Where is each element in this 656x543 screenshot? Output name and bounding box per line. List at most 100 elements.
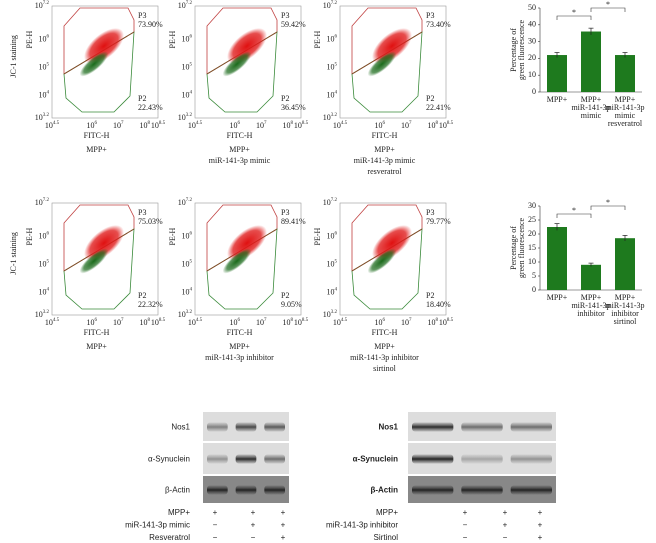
p3-value: 75.03% bbox=[138, 217, 163, 226]
p2-label: P2 bbox=[138, 94, 146, 103]
y-tick-label-base: 10 bbox=[39, 231, 47, 240]
y-tick-label: 40 bbox=[528, 20, 536, 29]
y-tick-label: 106 bbox=[327, 231, 338, 240]
x-tick-label: 104.5 bbox=[188, 318, 203, 327]
y-tick-label-base: 10 bbox=[39, 34, 47, 43]
p3-label: P3 bbox=[281, 208, 289, 217]
y-tick-label-base: 10 bbox=[327, 62, 335, 71]
p2-cloud bbox=[79, 248, 109, 274]
y-tick-label-exp: 3.2 bbox=[331, 310, 338, 315]
x-tick-label-base: 10 bbox=[256, 121, 264, 130]
x-tick-label-exp: 8.5 bbox=[302, 121, 309, 126]
condition-sign: − bbox=[503, 533, 508, 542]
x-tick-label-base: 10 bbox=[294, 318, 302, 327]
x-tick-label-exp: 8.5 bbox=[447, 318, 454, 323]
x-tick-label-exp: 8.5 bbox=[447, 121, 454, 126]
significance-bracket bbox=[556, 213, 592, 218]
y-tick-label: 106 bbox=[39, 231, 50, 240]
x-tick-label: MPP+ bbox=[581, 95, 602, 104]
panel-caption: resveratrol bbox=[367, 167, 402, 176]
y-tick-label-base: 10 bbox=[39, 287, 47, 296]
condition-sign: + bbox=[213, 508, 218, 517]
y-tick-label-exp: 6 bbox=[190, 35, 193, 40]
x-tick-label: sirtinol bbox=[614, 317, 637, 326]
y-axis-label: PE-H bbox=[313, 227, 322, 245]
blot-band bbox=[235, 422, 257, 432]
x-tick-label-base: 10 bbox=[439, 318, 447, 327]
blot-band bbox=[264, 422, 285, 432]
y-tick-label: 103.2 bbox=[178, 310, 193, 319]
significance-bracket bbox=[590, 7, 626, 12]
p2-label: P2 bbox=[426, 291, 434, 300]
y-tick-label: 107.2 bbox=[178, 1, 193, 10]
y-tick-label-exp: 3.2 bbox=[43, 310, 50, 315]
condition-label: MPP+ bbox=[376, 508, 398, 517]
blot-band bbox=[510, 485, 552, 495]
p3-label: P3 bbox=[426, 208, 434, 217]
y-tick-label: 107.2 bbox=[323, 198, 338, 207]
y-axis-label: green fluorescence bbox=[517, 19, 526, 80]
x-tick-label-base: 10 bbox=[140, 121, 148, 130]
condition-sign: + bbox=[503, 521, 508, 530]
x-tick-label-exp: 4.5 bbox=[196, 121, 203, 126]
condition-sign: + bbox=[538, 533, 543, 542]
x-tick-label-exp: 7 bbox=[121, 318, 124, 323]
x-tick-label: 107 bbox=[401, 121, 412, 130]
x-tick-label: 104.5 bbox=[333, 318, 348, 327]
y-tick-label-exp: 5 bbox=[335, 63, 338, 68]
y-tick-label-exp: 3.2 bbox=[43, 113, 50, 118]
significance-bracket bbox=[590, 205, 626, 210]
x-axis-label: FITC-H bbox=[227, 131, 253, 140]
x-tick-label: 107 bbox=[401, 318, 412, 327]
y-tick-label: 104 bbox=[327, 90, 338, 99]
p3-value: 73.40% bbox=[426, 20, 451, 29]
y-tick-label: 106 bbox=[182, 231, 193, 240]
y-tick-label-exp: 6 bbox=[335, 232, 338, 237]
x-tick-label: resveratrol bbox=[608, 119, 643, 128]
p2-value: 36.45% bbox=[281, 103, 306, 112]
p3-label: P3 bbox=[281, 11, 289, 20]
significance-label: * bbox=[606, 198, 610, 207]
plot-frame bbox=[51, 5, 159, 119]
x-tick-label: 106 bbox=[87, 318, 98, 327]
panel-caption: miR-141-3p inhibitor bbox=[205, 353, 274, 362]
p3-label: P3 bbox=[426, 11, 434, 20]
x-tick-label: 104.5 bbox=[333, 121, 348, 130]
panel-caption: MPP+ bbox=[374, 342, 395, 351]
p3-cloud bbox=[84, 28, 124, 64]
x-axis-label: FITC-H bbox=[84, 328, 110, 337]
p3-label: P3 bbox=[138, 208, 146, 217]
y-tick-label-exp: 4 bbox=[190, 91, 193, 96]
y-tick-label-exp: 4 bbox=[47, 288, 50, 293]
y-axis-label: green fluorescence bbox=[517, 217, 526, 278]
panel-caption: sirtinol bbox=[373, 364, 396, 373]
x-tick-label-exp: 8.5 bbox=[159, 318, 166, 323]
y-axis-label: Percentage of bbox=[509, 226, 518, 270]
y-tick-label: 103.2 bbox=[323, 113, 338, 122]
x-tick-label-exp: 7 bbox=[121, 121, 124, 126]
x-tick-label-exp: 7 bbox=[409, 121, 412, 126]
y-tick-label-exp: 6 bbox=[47, 232, 50, 237]
x-tick-label: miR-141-3p bbox=[605, 301, 644, 310]
y-tick-label-base: 10 bbox=[327, 231, 335, 240]
x-tick-label: MPP+ bbox=[615, 95, 636, 104]
y-tick-label-base: 10 bbox=[182, 231, 190, 240]
plot-frame bbox=[339, 202, 447, 316]
y-tick-label: 107.2 bbox=[178, 198, 193, 207]
condition-label: miR-141-3p mimic bbox=[125, 521, 190, 530]
x-tick-label-base: 10 bbox=[333, 121, 341, 130]
y-tick-label-exp: 7.2 bbox=[186, 198, 193, 203]
p3-cloud bbox=[372, 28, 412, 64]
y-tick-label-base: 10 bbox=[178, 1, 186, 10]
x-tick-label-base: 10 bbox=[401, 318, 409, 327]
x-tick-label: 108 bbox=[283, 121, 294, 130]
p3-value: 79.77% bbox=[426, 217, 451, 226]
x-tick-label-exp: 4.5 bbox=[53, 121, 60, 126]
y-tick-label-exp: 5 bbox=[47, 63, 50, 68]
y-tick-label: 20 bbox=[528, 229, 536, 238]
x-tick-label: MPP+ bbox=[547, 95, 568, 104]
y-tick-label-exp: 4 bbox=[335, 91, 338, 96]
y-tick-label: 103.2 bbox=[35, 310, 50, 319]
plot-frame bbox=[339, 5, 447, 119]
blot-band bbox=[412, 454, 454, 464]
